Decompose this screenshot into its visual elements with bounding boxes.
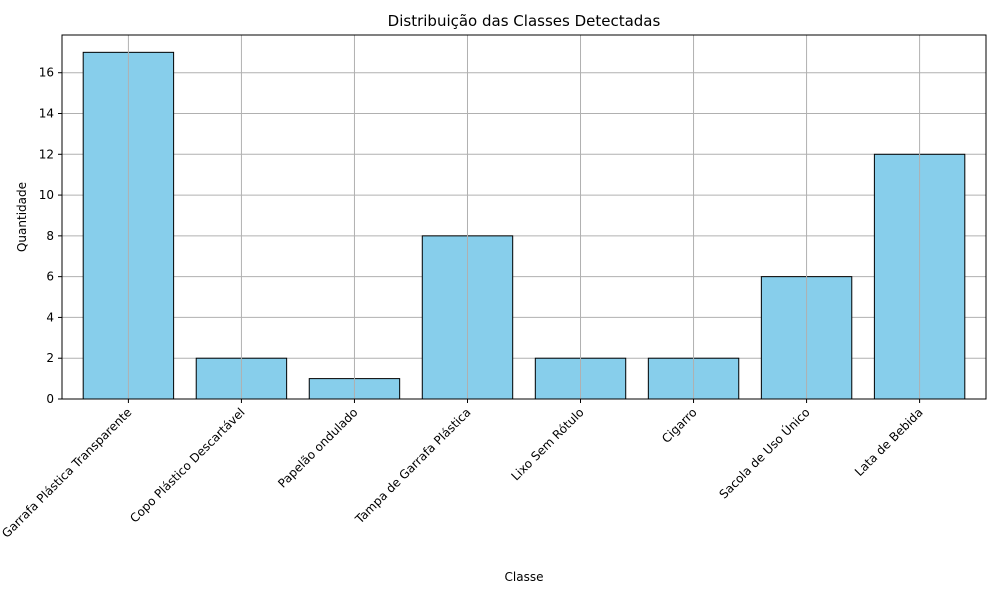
y-tick-label: 10 [39, 188, 54, 202]
x-tick-label: Lata de Bebida [852, 405, 926, 479]
y-tick-label: 16 [39, 66, 54, 80]
x-tick-label: Garrafa Plástica Transparente [0, 405, 135, 540]
bars [82, 51, 966, 400]
x-tick-label: Copo Plástico Descartável [127, 405, 247, 525]
y-tick-label: 8 [46, 229, 54, 243]
chart-title: Distribuição das Classes Detectadas [388, 12, 661, 30]
plot-frame [61, 34, 987, 400]
y-tick-label: 14 [39, 107, 54, 121]
x-tick-label: Tampa de Garrafa Plástica [352, 405, 474, 527]
x-tick-label: Cigarro [659, 405, 700, 446]
y-tick-label: 6 [46, 270, 54, 284]
x-tick-label: Papelão ondulado [275, 405, 360, 490]
y-tick-label: 2 [46, 351, 54, 365]
y-axis-label: Quantidade [15, 182, 29, 252]
y-tick-label: 12 [39, 147, 54, 161]
vertical-grid [127, 35, 921, 399]
x-tick-label: Sacola de Uso Único [716, 405, 813, 502]
y-tick-label: 0 [46, 392, 54, 406]
y-tick-label: 4 [46, 310, 54, 324]
x-axis-label: Classe [505, 570, 544, 584]
y-axis-ticks: 0 2 4 6 8 10 12 14 16 [39, 66, 62, 406]
x-tick-label: Lixo Sem Rótulo [508, 405, 586, 483]
